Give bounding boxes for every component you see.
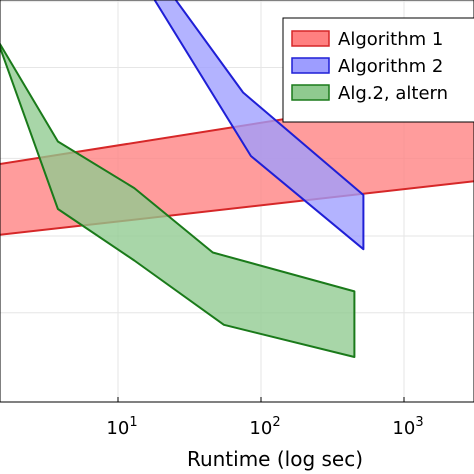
legend-label-2: Algorithm 2 <box>338 56 443 77</box>
legend-label-3: Alg.2, altern <box>338 83 448 104</box>
legend-swatch-1 <box>291 30 330 47</box>
legend: Algorithm 1 Algorithm 2 Alg.2, altern <box>282 17 474 123</box>
x-tick-label: 102 <box>249 415 280 439</box>
series-band-2 <box>153 0 365 251</box>
x-tick-label: 101 <box>106 415 137 439</box>
legend-swatch-2 <box>291 57 330 74</box>
legend-swatch-3 <box>291 84 330 101</box>
series-band-3 <box>0 42 356 358</box>
legend-label-1: Algorithm 1 <box>338 29 443 50</box>
x-tick-label: 103 <box>392 415 423 439</box>
x-axis-ticks: 101 102 103 <box>106 397 424 439</box>
x-axis-label: Runtime (log sec) <box>187 447 363 471</box>
plot-frame <box>0 0 474 403</box>
